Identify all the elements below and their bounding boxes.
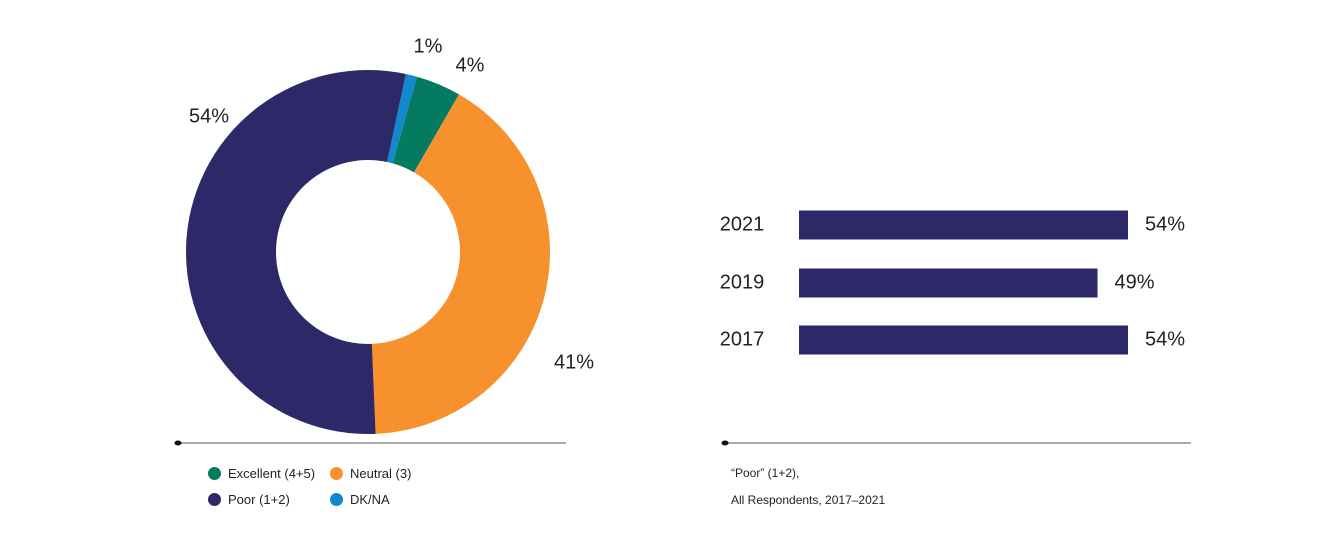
bar-chart-caption-line-1: “Poor” (1+2), bbox=[731, 466, 800, 480]
legend-item-neutral: Neutral (3) bbox=[330, 466, 411, 481]
donut-chart bbox=[186, 69, 551, 434]
bar-chart-caption-line-2: All Respondents, 2017–2021 bbox=[731, 493, 886, 507]
bar-baseline-start-dot bbox=[721, 440, 729, 446]
bar-value-label-2019: 49% bbox=[1115, 271, 1155, 293]
legend-label-poor: Poor (1+2) bbox=[228, 492, 290, 507]
legend-label-dkna: DK/NA bbox=[350, 492, 390, 507]
bar-chart: 2021 54% 2019 49% 2017 54% bbox=[720, 210, 1185, 355]
legend-swatch-dkna bbox=[330, 493, 343, 506]
legend-swatch-poor bbox=[208, 493, 221, 506]
donut-slice-excellent-4-5 bbox=[392, 76, 459, 173]
donut-data-labels: 1% 4% 41% 54% bbox=[189, 35, 594, 373]
donut-baseline-start-dot bbox=[174, 440, 182, 446]
donut-slice-dk-na bbox=[387, 73, 417, 164]
bar-category-label-2017: 2017 bbox=[720, 328, 765, 350]
bar-2021 bbox=[799, 210, 1128, 240]
donut-slice-poor-1-2 bbox=[186, 69, 406, 434]
chart-axes bbox=[174, 440, 1191, 446]
donut-data-label-neutral-3: 41% bbox=[554, 351, 594, 373]
legend-item-dkna: DK/NA bbox=[330, 492, 390, 507]
bar-2017 bbox=[799, 325, 1128, 355]
bar-category-label-2019: 2019 bbox=[720, 271, 765, 293]
bar-value-label-2017: 54% bbox=[1145, 328, 1185, 350]
donut-slice-neutral-3 bbox=[371, 94, 551, 434]
legend-swatch-neutral bbox=[330, 467, 343, 480]
bar-value-label-2021: 54% bbox=[1145, 213, 1185, 235]
donut-data-label-excellent-4-5: 4% bbox=[456, 54, 485, 76]
legend-label-excellent: Excellent (4+5) bbox=[228, 466, 316, 481]
legend-swatch-excellent bbox=[208, 467, 221, 480]
donut-legend: Excellent (4+5) Neutral (3) Poor (1+2) D… bbox=[208, 466, 468, 516]
bar-2019 bbox=[799, 268, 1098, 298]
legend-item-poor: Poor (1+2) bbox=[208, 492, 290, 507]
legend-label-neutral: Neutral (3) bbox=[350, 466, 412, 481]
donut-data-label-poor-1-2: 54% bbox=[189, 105, 229, 127]
donut-data-label-dk-na: 1% bbox=[414, 35, 443, 57]
legend-item-excellent: Excellent (4+5) bbox=[208, 466, 315, 481]
bar-category-label-2021: 2021 bbox=[720, 213, 765, 235]
